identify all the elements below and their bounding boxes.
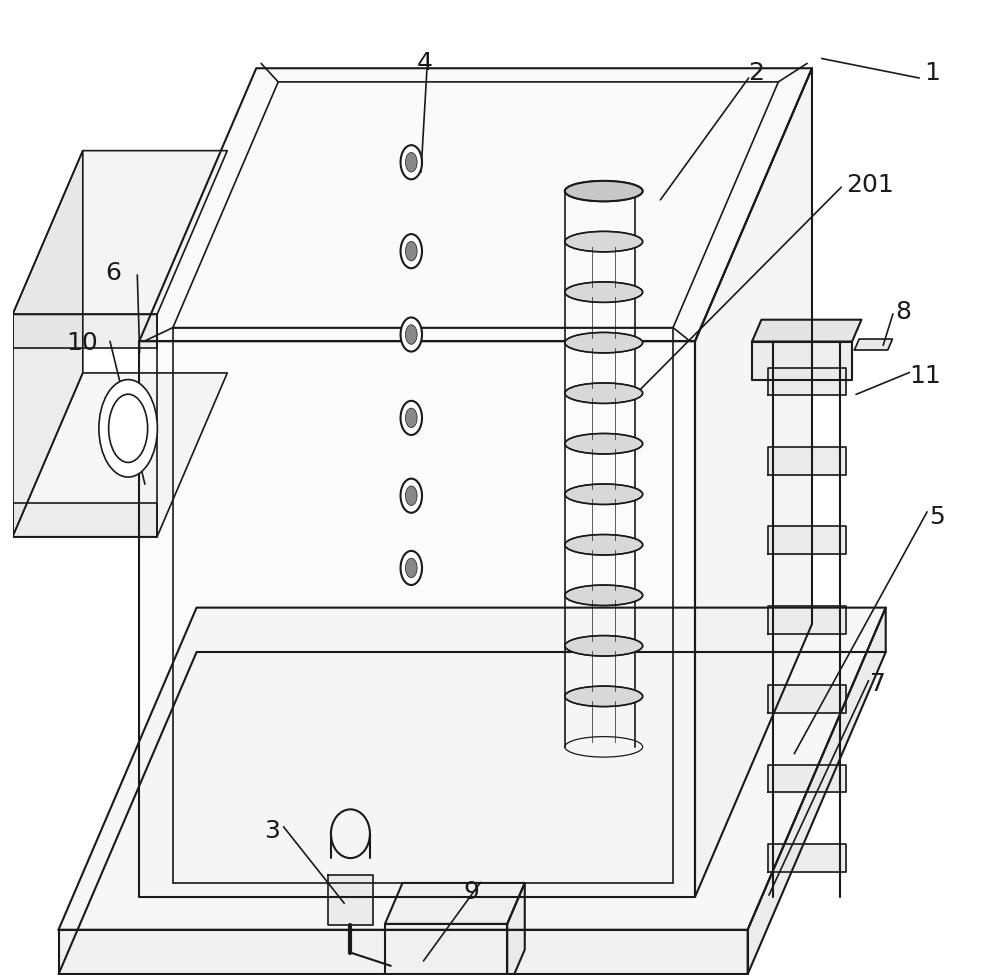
Ellipse shape: [405, 325, 417, 344]
Ellipse shape: [565, 484, 643, 504]
Polygon shape: [768, 844, 846, 872]
Polygon shape: [752, 341, 852, 380]
Polygon shape: [768, 447, 846, 475]
Polygon shape: [328, 875, 373, 924]
Ellipse shape: [565, 181, 643, 202]
Text: 3: 3: [264, 819, 280, 842]
Polygon shape: [748, 607, 886, 974]
Polygon shape: [385, 924, 507, 975]
Polygon shape: [768, 764, 846, 793]
Ellipse shape: [565, 534, 643, 555]
Text: 10: 10: [66, 332, 98, 355]
Polygon shape: [507, 883, 525, 975]
Ellipse shape: [405, 558, 417, 577]
Text: 2: 2: [749, 61, 765, 85]
Polygon shape: [13, 151, 83, 536]
Polygon shape: [13, 503, 157, 536]
Polygon shape: [139, 68, 812, 341]
Ellipse shape: [401, 234, 422, 268]
Text: 1: 1: [924, 61, 940, 85]
Polygon shape: [59, 930, 748, 974]
Polygon shape: [768, 605, 846, 634]
Ellipse shape: [565, 585, 643, 605]
Ellipse shape: [401, 551, 422, 585]
Polygon shape: [139, 341, 695, 897]
Polygon shape: [695, 68, 812, 897]
Polygon shape: [768, 368, 846, 395]
Ellipse shape: [565, 636, 643, 656]
Polygon shape: [13, 151, 227, 314]
Ellipse shape: [565, 434, 643, 454]
Polygon shape: [854, 339, 892, 350]
Text: 9: 9: [463, 880, 479, 904]
Ellipse shape: [405, 486, 417, 505]
Ellipse shape: [401, 479, 422, 513]
Ellipse shape: [565, 282, 643, 302]
Text: 7: 7: [870, 673, 886, 696]
Text: 6: 6: [105, 261, 121, 285]
Text: 5: 5: [929, 505, 945, 528]
Polygon shape: [59, 607, 886, 930]
Ellipse shape: [405, 409, 417, 428]
Ellipse shape: [565, 231, 643, 252]
Ellipse shape: [565, 332, 643, 353]
Ellipse shape: [565, 181, 643, 202]
Text: 201: 201: [846, 174, 894, 197]
Polygon shape: [13, 314, 157, 348]
Polygon shape: [752, 320, 861, 341]
Ellipse shape: [401, 401, 422, 435]
Polygon shape: [385, 883, 525, 924]
Ellipse shape: [401, 145, 422, 179]
Ellipse shape: [565, 686, 643, 707]
Ellipse shape: [405, 152, 417, 172]
Polygon shape: [13, 372, 227, 536]
Text: 4: 4: [417, 52, 433, 75]
Ellipse shape: [565, 383, 643, 404]
Text: 8: 8: [895, 300, 911, 324]
Ellipse shape: [99, 379, 157, 477]
Ellipse shape: [405, 242, 417, 261]
Polygon shape: [768, 685, 846, 713]
Ellipse shape: [401, 318, 422, 352]
Text: 11: 11: [910, 365, 941, 388]
Polygon shape: [768, 526, 846, 554]
